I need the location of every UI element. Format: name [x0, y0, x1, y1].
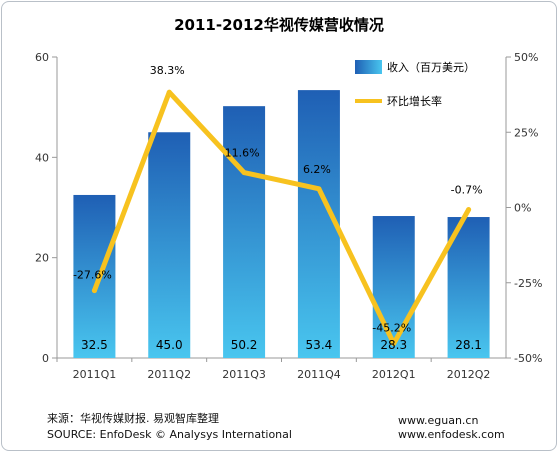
growth-rate-point — [391, 341, 397, 347]
growth-rate-line — [91, 89, 472, 347]
x-tick-label: 2011Q3 — [222, 368, 266, 381]
x-tick-label: 2012Q1 — [372, 368, 416, 381]
source-cn: 来源：华视传媒财报. 易观智库整理 — [47, 412, 219, 425]
growth-rate-label: -27.6% — [73, 269, 112, 282]
growth-rate-label: 6.2% — [303, 163, 331, 176]
y-left-tick-label: 60 — [35, 51, 49, 64]
growth-rate-label: -45.2% — [372, 322, 411, 335]
bar — [372, 216, 415, 358]
bar-value-label: 28.3 — [380, 338, 407, 352]
x-tick-label: 2011Q2 — [147, 368, 191, 381]
y-right-tick-label: -25% — [514, 277, 542, 290]
bar-value-label: 53.4 — [306, 338, 333, 352]
bar — [148, 132, 191, 358]
bar-value-label: 28.1 — [455, 338, 482, 352]
bar-value-label: 45.0 — [156, 338, 183, 352]
x-tick-label: 2011Q1 — [73, 368, 117, 381]
y-right-tick-label: -50% — [514, 352, 542, 365]
growth-rate-label: -0.7% — [451, 184, 483, 197]
site-enfodesk: www.enfodesk.com — [398, 428, 505, 441]
legend-bar-swatch — [355, 60, 382, 74]
x-tick-label: 2012Q2 — [447, 368, 491, 381]
bar-value-label: 50.2 — [231, 338, 258, 352]
growth-rate-label: 38.3% — [150, 64, 185, 77]
chart-title: 2011-2012华视传媒营收情况 — [174, 16, 384, 34]
bar — [73, 194, 116, 358]
source-en: SOURCE: EnfoDesk © Analysys Internationa… — [47, 428, 292, 441]
y-right-tick-label: 25% — [514, 126, 538, 139]
legend-line-label: 环比增长率 — [387, 94, 442, 108]
bar-value-label: 32.5 — [81, 338, 108, 352]
growth-rate-point — [241, 170, 247, 176]
bar — [297, 90, 340, 359]
y-left-tick-label: 20 — [35, 252, 49, 265]
bar — [447, 217, 490, 358]
growth-rate-label: 11.6% — [225, 147, 260, 160]
y-left-tick-label: 40 — [35, 151, 49, 164]
growth-rate-point — [91, 288, 97, 294]
legend-bar-label: 收入（百万美元） — [387, 60, 475, 74]
growth-rate-point — [466, 207, 472, 213]
x-tick-label: 2011Q4 — [297, 368, 341, 381]
y-left-tick-label: 0 — [42, 352, 49, 365]
growth-rate-point — [166, 89, 172, 95]
y-right-tick-label: 0% — [514, 202, 531, 215]
growth-rate-point — [316, 186, 322, 192]
site-eguan: www.eguan.cn — [398, 414, 479, 427]
bar — [223, 106, 266, 358]
y-right-tick-label: 50% — [514, 51, 538, 64]
